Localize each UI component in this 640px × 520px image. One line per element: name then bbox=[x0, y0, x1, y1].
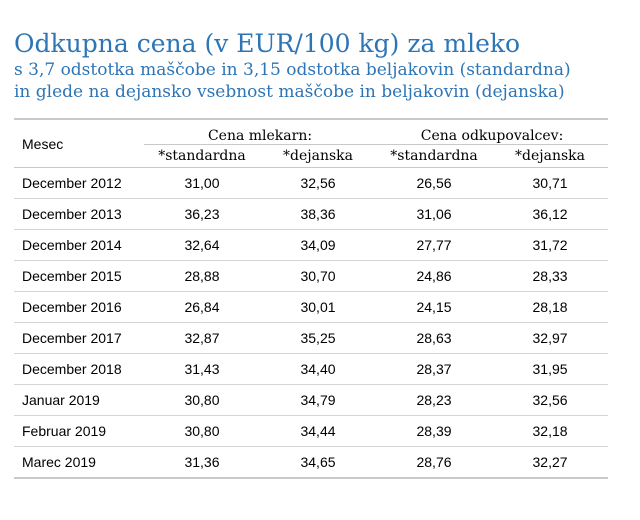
cell-dairies-standard: 32,64 bbox=[144, 229, 260, 261]
cell-dairies-standard: 32,87 bbox=[144, 322, 260, 354]
cell-buyers-actual: 32,56 bbox=[492, 384, 609, 416]
cell-dairies-actual: 34,44 bbox=[260, 415, 377, 447]
cell-dairies-standard: 31,36 bbox=[144, 446, 260, 479]
cell-dairies-actual: 34,40 bbox=[260, 353, 377, 385]
header-month: Mesec bbox=[14, 118, 144, 168]
table-header: Mesec Cena mlekarn: Cena odkupovalcev: *… bbox=[14, 118, 609, 168]
cell-buyers-actual: 31,72 bbox=[492, 229, 609, 261]
subtitle-line-2: in glede na dejansko vsebnost maščobe in… bbox=[14, 82, 565, 102]
cell-month: December 2015 bbox=[14, 260, 144, 292]
subtitle-line-1: s 3,7 odstotka maščobe in 3,15 odstotka … bbox=[14, 60, 571, 80]
header-buyers-group: Cena odkupovalcev: bbox=[376, 118, 609, 145]
cell-buyers-standard: 28,63 bbox=[376, 322, 493, 354]
cell-buyers-standard: 31,06 bbox=[376, 198, 493, 230]
cell-month: December 2013 bbox=[14, 198, 144, 230]
table-row: December 2015 28,88 30,70 24,86 28,33 bbox=[14, 260, 609, 292]
cell-buyers-standard: 24,86 bbox=[376, 260, 493, 292]
cell-dairies-actual: 34,09 bbox=[260, 229, 377, 261]
cell-buyers-actual: 36,12 bbox=[492, 198, 609, 230]
cell-month: Januar 2019 bbox=[14, 384, 144, 416]
cell-buyers-actual: 31,95 bbox=[492, 353, 609, 385]
table-row: December 2012 31,00 32,56 26,56 30,71 bbox=[14, 167, 609, 199]
cell-dairies-actual: 38,36 bbox=[260, 198, 377, 230]
page-title: Odkupna cena (v EUR/100 kg) za mleko bbox=[14, 29, 521, 58]
cell-buyers-standard: 24,15 bbox=[376, 291, 493, 323]
cell-buyers-standard: 28,76 bbox=[376, 446, 493, 479]
cell-buyers-actual: 28,33 bbox=[492, 260, 609, 292]
cell-buyers-standard: 27,77 bbox=[376, 229, 493, 261]
cell-dairies-standard: 30,80 bbox=[144, 384, 260, 416]
table-row: December 2016 26,84 30,01 24,15 28,18 bbox=[14, 291, 609, 323]
cell-dairies-actual: 30,70 bbox=[260, 260, 377, 292]
cell-buyers-actual: 32,27 bbox=[492, 446, 609, 479]
cell-buyers-actual: 32,97 bbox=[492, 322, 609, 354]
cell-month: December 2014 bbox=[14, 229, 144, 261]
cell-buyers-actual: 30,71 bbox=[492, 167, 609, 199]
price-table: Mesec Cena mlekarn: Cena odkupovalcev: *… bbox=[14, 118, 609, 479]
header-buyers-standard: *standardna bbox=[376, 144, 493, 168]
table-row: Februar 2019 30,80 34,44 28,39 32,18 bbox=[14, 415, 609, 447]
cell-dairies-standard: 28,88 bbox=[144, 260, 260, 292]
cell-buyers-standard: 28,39 bbox=[376, 415, 493, 447]
cell-dairies-standard: 26,84 bbox=[144, 291, 260, 323]
table-row: December 2013 36,23 38,36 31,06 36,12 bbox=[14, 198, 609, 230]
table-row: December 2014 32,64 34,09 27,77 31,72 bbox=[14, 229, 609, 261]
cell-month: December 2016 bbox=[14, 291, 144, 323]
cell-dairies-standard: 31,00 bbox=[144, 167, 260, 199]
table-row: Januar 2019 30,80 34,79 28,23 32,56 bbox=[14, 384, 609, 416]
cell-dairies-actual: 30,01 bbox=[260, 291, 377, 323]
cell-month: December 2017 bbox=[14, 322, 144, 354]
cell-dairies-actual: 34,65 bbox=[260, 446, 377, 479]
cell-buyers-standard: 28,37 bbox=[376, 353, 493, 385]
header-dairies-actual: *dejanska bbox=[260, 144, 377, 168]
header-buyers-actual: *dejanska bbox=[492, 144, 609, 168]
cell-dairies-standard: 36,23 bbox=[144, 198, 260, 230]
header-dairies-group: Cena mlekarn: bbox=[144, 118, 377, 145]
table-row: December 2018 31,43 34,40 28,37 31,95 bbox=[14, 353, 609, 385]
table-row: Marec 2019 31,36 34,65 28,76 32,27 bbox=[14, 446, 609, 479]
cell-month: December 2018 bbox=[14, 353, 144, 385]
cell-buyers-standard: 26,56 bbox=[376, 167, 493, 199]
cell-buyers-standard: 28,23 bbox=[376, 384, 493, 416]
table-row: December 2017 32,87 35,25 28,63 32,97 bbox=[14, 322, 609, 354]
header-dairies-standard: *standardna bbox=[144, 144, 260, 168]
cell-dairies-actual: 32,56 bbox=[260, 167, 377, 199]
cell-month: Marec 2019 bbox=[14, 446, 144, 479]
cell-dairies-standard: 31,43 bbox=[144, 353, 260, 385]
cell-month: December 2012 bbox=[14, 167, 144, 199]
cell-dairies-actual: 35,25 bbox=[260, 322, 377, 354]
cell-dairies-actual: 34,79 bbox=[260, 384, 377, 416]
cell-buyers-actual: 32,18 bbox=[492, 415, 609, 447]
table-body: December 2012 31,00 32,56 26,56 30,71 Decembe… bbox=[14, 167, 609, 479]
cell-buyers-actual: 28,18 bbox=[492, 291, 609, 323]
cell-month: Februar 2019 bbox=[14, 415, 144, 447]
cell-dairies-standard: 30,80 bbox=[144, 415, 260, 447]
